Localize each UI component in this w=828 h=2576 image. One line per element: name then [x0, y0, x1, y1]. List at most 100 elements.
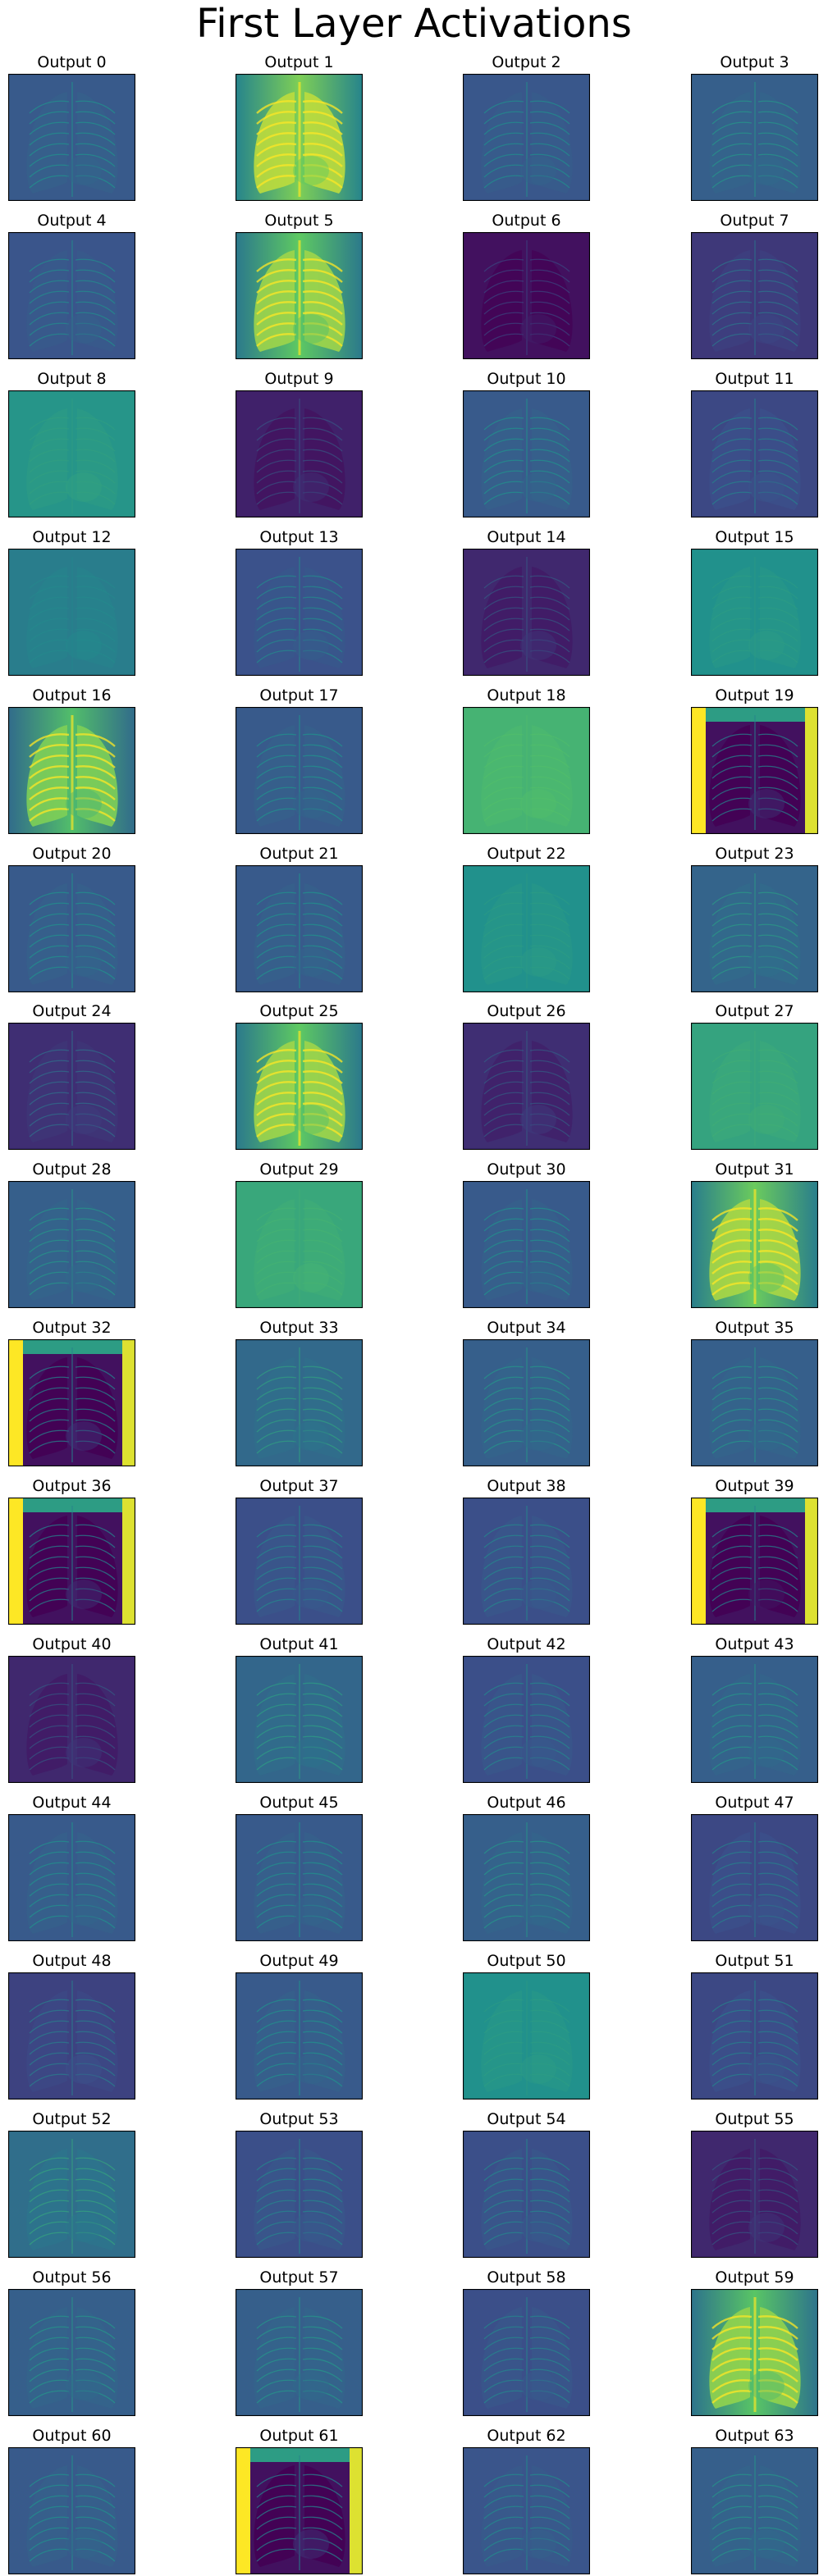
panel-title: Output 10 [487, 369, 566, 388]
rib-line [529, 1682, 570, 1696]
lung-region [532, 2464, 573, 2567]
rib-line [529, 733, 570, 747]
rib-line [29, 2189, 70, 2203]
lung-region [481, 2306, 522, 2409]
rib-line [483, 1440, 524, 1454]
rib-line [483, 902, 524, 915]
rib-line [529, 269, 570, 283]
rib-line [302, 966, 343, 979]
rib-line [757, 808, 798, 822]
lung-region [26, 1990, 67, 2092]
panel-title: Output 28 [32, 1160, 112, 1179]
lung-region [77, 92, 118, 194]
rib-line [711, 2473, 753, 2487]
rib-line [302, 2390, 343, 2404]
rib-line [29, 1725, 70, 1739]
rib-line [483, 607, 524, 621]
rib-line [529, 1703, 570, 1717]
rib-line [529, 945, 570, 958]
rib-line [29, 2527, 70, 2540]
rib-line [483, 1082, 524, 1095]
rib-line [302, 1598, 343, 1612]
rib-line [29, 2495, 70, 2508]
rib-line [757, 132, 798, 146]
activation-map-svg [236, 1813, 363, 1941]
activation-map-svg [463, 1181, 590, 1309]
activation-map-image [463, 1813, 590, 1941]
rib-line [529, 1598, 570, 1612]
heart-shadow [520, 1105, 556, 1135]
rib-line [483, 2548, 524, 2561]
rib-line [75, 923, 116, 937]
rib-line [529, 2210, 570, 2224]
activation-map-svg [691, 2288, 818, 2416]
heart-shadow [293, 788, 329, 818]
lung-region [709, 2148, 750, 2250]
rib-line [483, 427, 524, 441]
rib-line [711, 1397, 753, 1411]
rib-line [529, 2041, 570, 2055]
rib-line [529, 491, 570, 505]
rib-line [256, 1429, 297, 1443]
heart-shadow [748, 1580, 785, 1610]
rib-line [529, 1387, 570, 1401]
rib-line [757, 111, 798, 125]
rib-line [757, 2336, 798, 2350]
panel-frame [691, 1813, 818, 1941]
activation-map-image [691, 864, 818, 992]
rib-line [529, 438, 570, 452]
lung-region [532, 724, 573, 827]
rib-line [483, 1577, 524, 1591]
rib-line [256, 2041, 297, 2055]
rib-line [29, 807, 70, 822]
heart-shadow [748, 2054, 785, 2084]
rib-line [29, 2326, 70, 2340]
activation-map-svg [236, 1339, 363, 1467]
panel-frame [8, 1498, 135, 1625]
rib-line [711, 1904, 753, 1918]
rib-line [256, 1598, 297, 1612]
panel-title: Output 46 [487, 1793, 566, 1812]
activation-map-svg [236, 390, 363, 517]
activation-map-image [236, 548, 363, 676]
rib-line [483, 1271, 524, 1285]
rib-line [75, 1714, 116, 1728]
lung-region [481, 1674, 522, 1776]
lung-region [26, 1674, 67, 1776]
rib-line [711, 2346, 753, 2361]
panel-frame [8, 231, 135, 359]
lung-region [304, 882, 345, 985]
rib-line [302, 1124, 343, 1138]
rib-line [757, 2168, 798, 2182]
lung-region [254, 566, 295, 668]
rib-line [757, 2314, 798, 2329]
panel-frame [691, 1181, 818, 1309]
rib-line [29, 775, 70, 790]
heart-shadow [520, 1580, 556, 1610]
rib-line [529, 2009, 570, 2023]
rib-line [29, 2505, 70, 2519]
panel-title: Output 23 [715, 844, 794, 863]
rib-line [757, 1082, 798, 1095]
rib-line [302, 1366, 343, 1379]
rib-line [757, 2020, 798, 2034]
panel-title: Output 56 [32, 2268, 112, 2286]
rib-line [75, 1682, 116, 1696]
rib-line [711, 2221, 753, 2235]
rib-line [302, 1872, 343, 1886]
panel-frame [463, 864, 590, 992]
rib-line [757, 955, 798, 969]
rib-line [483, 923, 524, 937]
lung-region [304, 408, 345, 510]
rib-line [302, 596, 343, 610]
rib-line [302, 1239, 343, 1253]
rib-line [75, 449, 116, 463]
rib-line [529, 1757, 570, 1771]
activation-map-svg [691, 864, 818, 992]
rib-line [302, 1840, 343, 1854]
rib-line [302, 132, 343, 146]
heart-shadow [293, 630, 329, 660]
panel-title: Output 45 [259, 1793, 339, 1812]
rib-line [256, 2221, 297, 2235]
rib-line [256, 1261, 297, 1274]
